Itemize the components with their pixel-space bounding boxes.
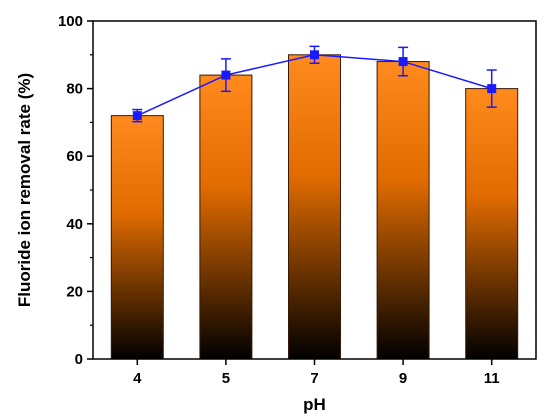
labels-layer: pH Fluoride ion removal rate (%) — [15, 73, 326, 414]
y-tick-label-100: 100 — [58, 13, 83, 30]
x-tick-label-5: 5 — [222, 370, 230, 387]
bar-11 — [465, 88, 519, 360]
y-tick-label-80: 80 — [66, 81, 83, 98]
x-tick-label-4: 4 — [133, 370, 142, 387]
data-point-5 — [221, 70, 231, 80]
y-tick-label-20: 20 — [66, 283, 83, 300]
data-point-7 — [310, 50, 319, 60]
axes-layer: 0 20 40 60 80 100 4 5 7 9 11 — [58, 13, 537, 387]
data-point-9 — [398, 57, 408, 67]
x-axis-title: pH — [303, 395, 326, 414]
x-tick-label-9: 9 — [399, 370, 407, 387]
y-tick-label-0: 0 — [75, 351, 83, 368]
bar-7 — [288, 54, 341, 360]
x-tick-label-7: 7 — [310, 370, 318, 387]
y-axis-title: Fluoride ion removal rate (%) — [15, 73, 34, 307]
bar-5 — [199, 74, 253, 360]
y-tick-label-60: 60 — [66, 148, 83, 165]
bar-4 — [110, 115, 164, 360]
data-point-11 — [487, 84, 497, 94]
y-tick-label-40: 40 — [66, 216, 83, 233]
data-point-4 — [132, 111, 142, 121]
x-tick-label-11: 11 — [484, 370, 500, 387]
line-series-layer — [132, 45, 497, 123]
bar-9 — [376, 61, 430, 360]
